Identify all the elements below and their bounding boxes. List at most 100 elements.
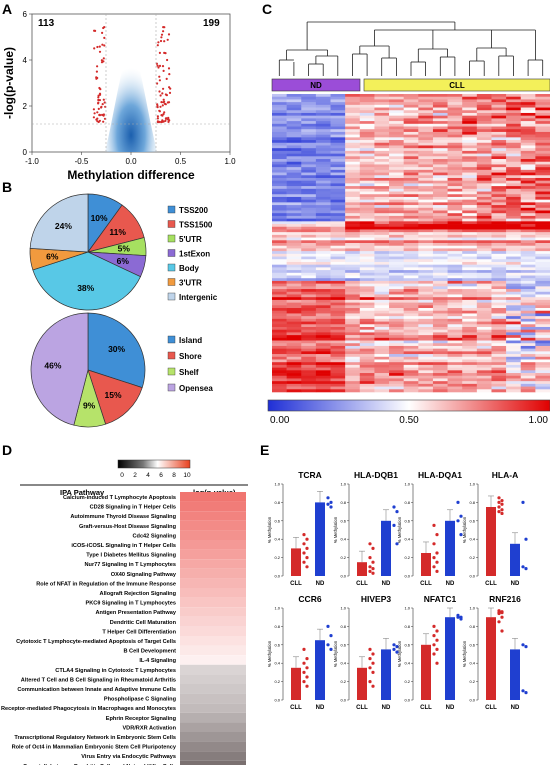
heatmap-cell [447, 329, 463, 333]
subplot-ytick-label: 0.2 [404, 555, 410, 560]
heatmap-cell [476, 148, 492, 152]
heatmap-cell [389, 240, 404, 244]
heatmap-cell [520, 164, 536, 168]
heatmap-cell [403, 329, 419, 333]
legend-swatch [167, 335, 176, 344]
heatmap-cell [506, 161, 522, 165]
heatmap-cell [286, 177, 302, 181]
heatmap-cell [418, 280, 434, 284]
heatmap-cell [506, 305, 522, 309]
heatmap-cell [286, 343, 302, 347]
data-point-cll [432, 652, 436, 656]
heatmap-cell [315, 299, 331, 303]
volcano-point [166, 58, 169, 62]
heatmap-cell [330, 326, 346, 330]
heatmap-cell [418, 259, 434, 263]
heatmap-cell [432, 313, 448, 317]
heatmap-cell [506, 207, 522, 211]
heatmap-cell [447, 318, 463, 322]
heatmap-cell [272, 148, 287, 152]
heatmap-cell [462, 194, 478, 198]
heatmap-cell [462, 321, 478, 325]
heatmap-cell [403, 153, 419, 157]
heatmap-cell [476, 280, 492, 284]
subplot-title: HLA-DQB1 [354, 470, 398, 480]
volcano-point [100, 105, 103, 108]
heatmap-cell [286, 340, 302, 344]
heatmap-cell [535, 205, 550, 209]
heatmap-cell [286, 370, 302, 374]
heatmap-cell [272, 96, 287, 100]
heatmap-cell [286, 205, 302, 209]
heatmap-cell [301, 348, 317, 352]
heatmap-cell [418, 131, 434, 135]
heatmap-cell [476, 126, 492, 130]
heatmap-cell [315, 345, 331, 349]
heatmap-cell [315, 378, 331, 382]
heatmap-cell [506, 243, 522, 247]
heatmap-cell [476, 289, 492, 293]
heatmap-cell [447, 378, 463, 382]
heatmap-cell [462, 159, 478, 163]
ipa-pvalue-cell [180, 559, 246, 569]
heatmap-cell [520, 381, 536, 385]
heatmap-cell [345, 359, 361, 363]
heatmap-cell [491, 175, 507, 179]
heatmap-cell [272, 188, 287, 192]
heatmap-cell [345, 329, 361, 333]
heatmap-cell [286, 261, 302, 265]
heatmap-cell [359, 161, 375, 165]
heatmap-cell [272, 140, 287, 144]
data-point-cll [500, 629, 504, 633]
heatmap-cell [418, 375, 434, 379]
heatmap-cell [374, 286, 390, 290]
heatmap-cell [374, 94, 390, 98]
heatmap-cell [432, 324, 448, 328]
heatmap-cell [447, 153, 463, 157]
heatmap-cell [447, 94, 463, 98]
heatmap-cell [374, 234, 390, 238]
heatmap-cell [345, 337, 361, 341]
heatmap-cell [315, 264, 331, 268]
heatmap-cell [330, 335, 346, 339]
heatmap-cell [462, 386, 478, 390]
heatmap-cell [447, 324, 463, 328]
heatmap-cell [330, 294, 346, 298]
heatmap-cell [359, 191, 375, 195]
heatmap-cell [359, 112, 375, 116]
heatmap-cell [315, 359, 331, 363]
heatmap-cell [403, 367, 419, 371]
heatmap-cell [301, 142, 317, 146]
ipa-pathway-name: Virus Entry via Endocytic Pathways [81, 754, 176, 760]
heatmap-cell [315, 123, 331, 127]
heatmap-cell [535, 373, 550, 377]
data-point-cll [368, 565, 372, 569]
heatmap-cell [315, 343, 331, 347]
heatmap-cell [432, 261, 448, 265]
heatmap-cell [345, 245, 361, 249]
heatmap-cell [301, 148, 317, 152]
heatmap-cell [272, 221, 287, 225]
heatmap-cell [272, 121, 287, 125]
heatmap-cell [330, 134, 346, 138]
heatmap-cell [315, 148, 331, 152]
heatmap-cell [491, 267, 507, 271]
heatmap-cell [374, 183, 390, 187]
heatmap-cell [330, 364, 346, 368]
heatmap-cell [359, 123, 375, 127]
heatmap-cell [506, 291, 522, 295]
heatmap-cell [491, 232, 507, 236]
heatmap-cell [476, 99, 492, 103]
pie-genomic-region-legend: TSS200TSS15005'UTR1stExonBody3'UTRInterg… [167, 205, 218, 302]
heatmap-cell [476, 107, 492, 111]
count-right: 199 [203, 18, 220, 29]
heatmap-cell [447, 245, 463, 249]
heatmap-cell [389, 248, 404, 252]
heatmap-cell [418, 229, 434, 233]
heatmap-cell [535, 332, 550, 336]
subplot-ytick-label: 0.4 [340, 661, 346, 666]
heatmap-cell [447, 243, 463, 247]
heatmap-cell [403, 283, 419, 287]
heatmap-cell [535, 343, 550, 347]
heatmap-cell [345, 221, 361, 225]
